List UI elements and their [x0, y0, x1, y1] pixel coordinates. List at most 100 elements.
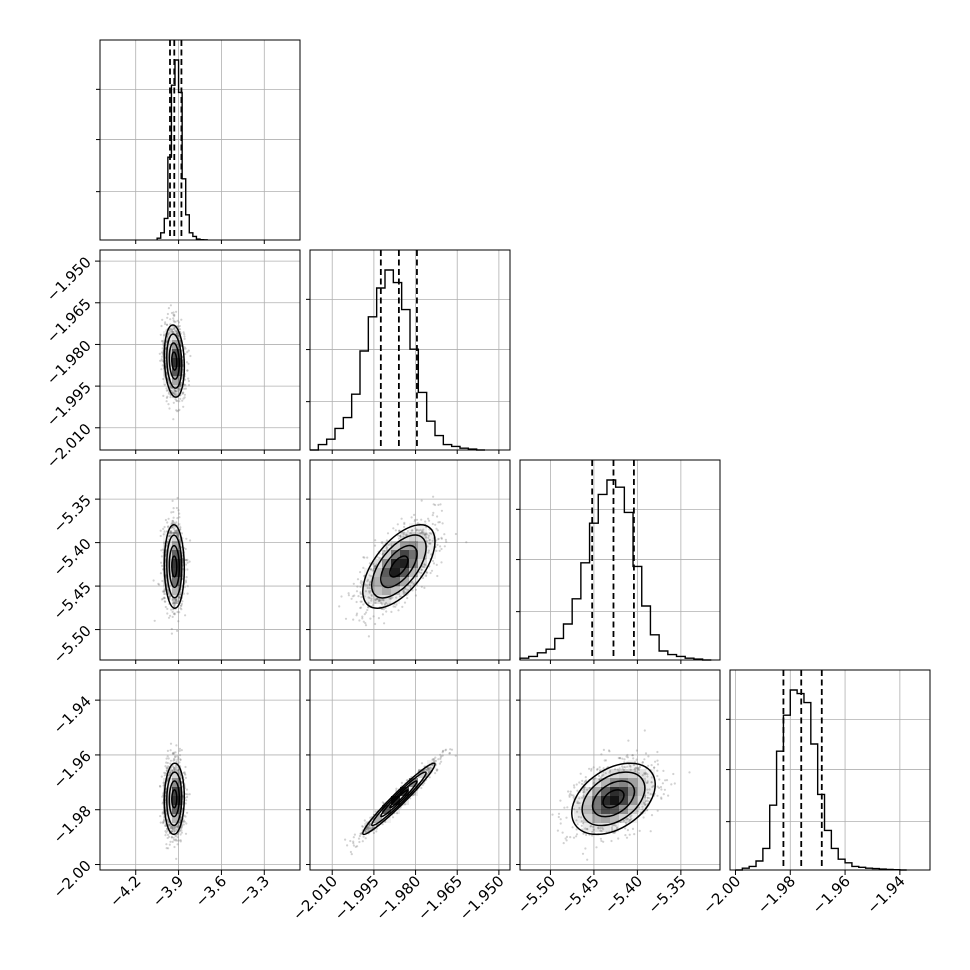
sample-point — [183, 393, 186, 396]
sample-point — [413, 518, 416, 522]
sample-point — [368, 587, 371, 590]
x-tick-label-p4: −2.00 — [699, 872, 744, 917]
sample-point — [166, 378, 170, 381]
sample-point — [635, 749, 638, 752]
sample-point — [166, 389, 169, 392]
sample-point — [171, 329, 174, 332]
sample-point — [427, 767, 430, 770]
contour-level-1 — [602, 789, 625, 809]
sample-point — [424, 520, 427, 523]
sample-point — [167, 333, 170, 336]
sample-point — [177, 768, 180, 772]
sample-point — [355, 612, 359, 615]
sample-point — [370, 575, 373, 578]
sample-point — [402, 533, 405, 536]
sample-point — [169, 827, 172, 830]
sample-point — [186, 369, 189, 372]
sample-point — [432, 511, 435, 514]
sample-point — [387, 543, 390, 547]
sample-point — [399, 534, 402, 538]
sample-point — [173, 604, 176, 607]
sample-point — [183, 820, 186, 823]
sample-point — [172, 827, 175, 830]
sample-point — [174, 838, 177, 841]
sample-point — [178, 754, 182, 757]
sample-point — [628, 820, 631, 823]
sample-point — [180, 749, 183, 752]
sample-point — [422, 532, 425, 535]
sample-point — [428, 542, 431, 545]
sample-point — [561, 831, 564, 834]
sample-point — [169, 530, 172, 534]
sample-point — [426, 571, 429, 574]
density-cell — [172, 367, 181, 376]
sample-point — [159, 534, 162, 538]
sample-point — [413, 520, 416, 523]
sample-point — [187, 362, 190, 365]
sample-point — [168, 823, 171, 826]
sample-point — [184, 558, 187, 561]
density-cell — [610, 805, 619, 814]
sample-point — [403, 525, 406, 529]
sample-point — [167, 847, 170, 850]
sample-point — [660, 797, 663, 800]
sample-point — [171, 752, 175, 755]
sample-point — [171, 391, 174, 394]
sample-point — [622, 819, 625, 822]
sample-point — [648, 797, 651, 800]
sample-point — [164, 321, 167, 324]
sample-point — [439, 757, 442, 760]
sample-point — [360, 600, 363, 603]
density-cell — [400, 550, 409, 559]
sample-point — [161, 812, 164, 815]
sample-point — [166, 836, 169, 840]
sample-point — [584, 780, 587, 783]
sample-point — [644, 804, 647, 807]
sample-point — [165, 323, 168, 326]
density-cell — [373, 568, 382, 577]
sample-point — [625, 818, 628, 821]
sample-point — [176, 532, 179, 535]
sample-point — [170, 311, 173, 315]
sample-point — [441, 522, 444, 525]
sample-point — [173, 830, 176, 833]
sample-point — [650, 776, 653, 779]
density-cell — [391, 541, 400, 550]
sample-point — [427, 517, 430, 520]
sample-point — [165, 767, 168, 770]
sample-point — [557, 815, 560, 819]
sample-point — [181, 600, 184, 603]
sample-point — [385, 601, 388, 605]
sample-point — [414, 588, 417, 591]
sample-point — [179, 772, 182, 776]
sample-point — [665, 779, 669, 782]
sample-point — [166, 761, 169, 765]
sample-point — [646, 780, 649, 783]
contour-level-3 — [371, 771, 427, 827]
sample-point — [425, 570, 428, 574]
sample-point — [187, 349, 190, 352]
sample-point — [182, 771, 185, 774]
sample-point — [164, 772, 167, 775]
sample-point — [380, 601, 383, 604]
sample-point — [688, 771, 691, 774]
density-cell — [400, 568, 409, 577]
sample-point — [178, 337, 181, 340]
sample-point — [415, 518, 419, 521]
sample-point — [575, 783, 578, 786]
sample-point — [164, 824, 167, 827]
x-tick-label-p4: −1.98 — [754, 872, 799, 917]
contour-level-2 — [168, 780, 181, 818]
sample-point — [636, 767, 639, 770]
sample-point — [161, 795, 164, 798]
sample-point — [174, 600, 177, 603]
sample-point — [162, 342, 165, 345]
sample-point — [440, 755, 443, 758]
density-cell — [391, 568, 400, 577]
sample-point — [163, 525, 166, 529]
scatter-panel-3-1 — [99, 459, 301, 661]
sample-point — [369, 590, 372, 593]
sample-point — [628, 819, 631, 822]
sample-point — [635, 758, 638, 761]
